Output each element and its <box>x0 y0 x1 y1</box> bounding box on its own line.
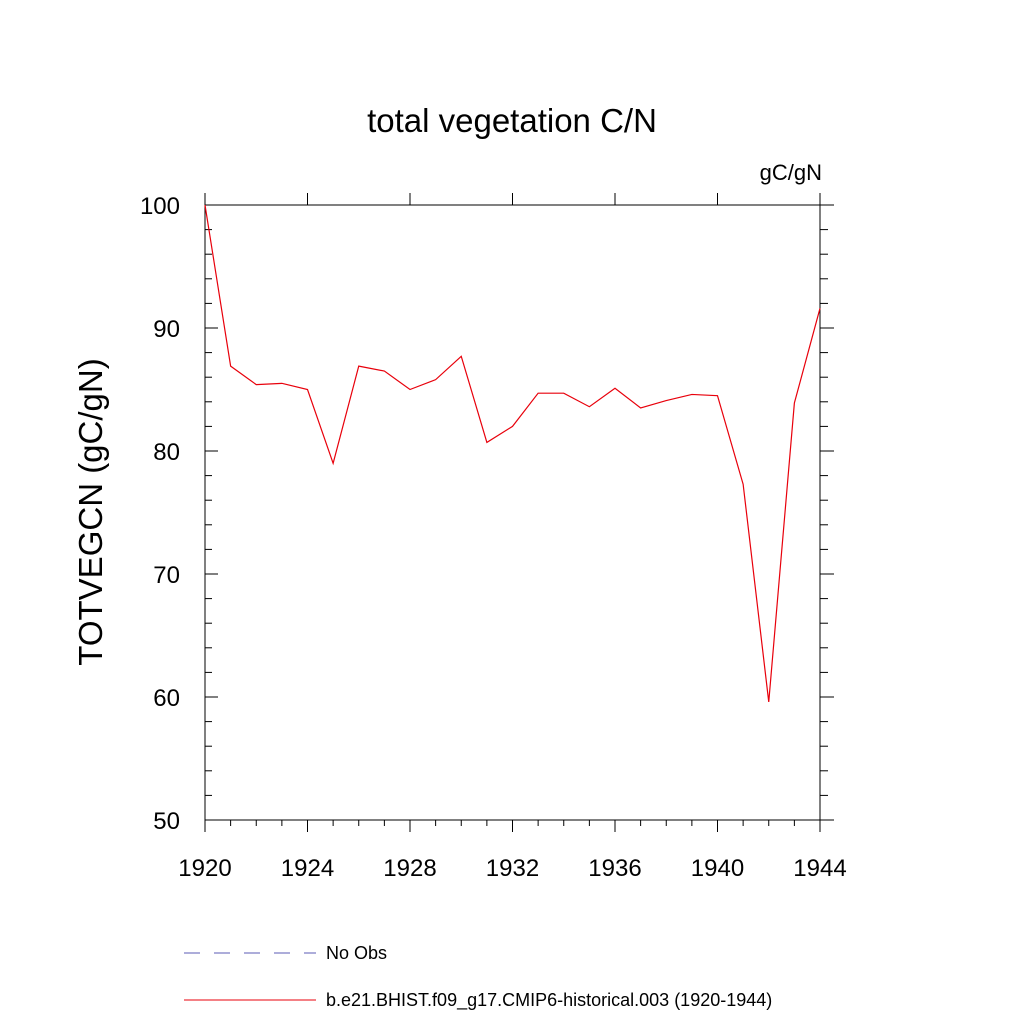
data-series <box>204 204 821 702</box>
x-tick-label: 1940 <box>691 855 744 882</box>
chart-title: total vegetation C/N <box>367 102 657 139</box>
x-tick-label: 1932 <box>486 855 539 882</box>
y-tick-label: 70 <box>153 562 180 589</box>
legend-label-historical: b.e21.BHIST.f09_g17.CMIP6-historical.003… <box>326 990 772 1011</box>
plot-border <box>204 204 821 821</box>
y-tick-label: 60 <box>153 685 180 712</box>
x-tick-label: 1944 <box>793 855 846 882</box>
legend-label-no-obs: No Obs <box>326 943 387 963</box>
x-tick-label: 1928 <box>383 855 436 882</box>
y-tick-label: 90 <box>153 316 180 343</box>
y-tick-label: 100 <box>140 193 180 220</box>
y-axis-label: TOTVEGCN (gC/gN) <box>72 358 109 665</box>
y-tick-label: 80 <box>153 439 180 466</box>
y-tick-label: 50 <box>153 808 180 835</box>
axis-tick-labels: 1920 1924 1928 1932 1936 1940 1944 50 60 70 80 90 10… <box>140 193 847 882</box>
x-tick-label: 1924 <box>281 855 334 882</box>
axis-ticks <box>204 193 834 832</box>
x-tick-label: 1936 <box>588 855 641 882</box>
x-tick-label: 1920 <box>178 855 231 882</box>
plot-frame <box>204 204 821 821</box>
series-line <box>204 204 821 702</box>
units-label: gC/gN <box>760 160 822 185</box>
legend: No Obs b.e21.BHIST.f09_g17.CMIP6-histori… <box>184 943 772 1011</box>
